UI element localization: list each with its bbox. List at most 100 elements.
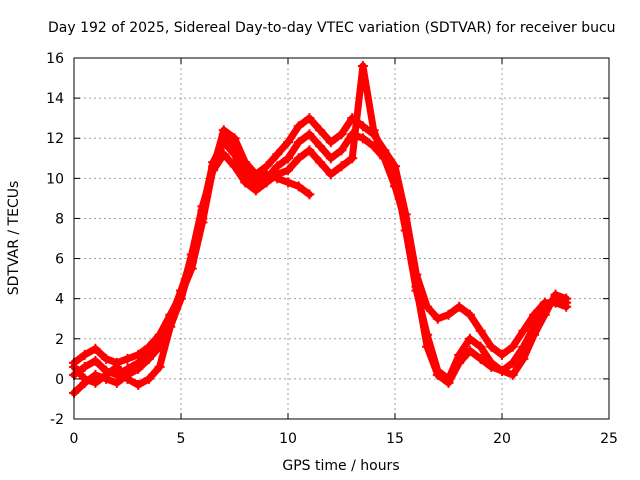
data-point-marker [229,161,240,172]
data-point-marker [122,373,133,384]
data-point-marker [304,145,315,156]
data-point-marker [550,289,561,300]
data-point-marker [390,181,400,192]
data-point-marker [507,341,518,352]
data-point-marker [475,353,486,364]
data-point-marker [143,373,154,384]
y-axis-label: SDTVAR / TECUs [6,181,22,296]
data-point-marker [272,149,283,160]
data-point-marker [400,217,411,228]
data-point-marker [475,341,486,352]
data-point-marker [529,329,540,340]
x-tick-label: 15 [386,431,404,447]
data-point-marker [347,153,358,164]
data-point-marker [464,309,475,320]
data-point-marker [133,379,144,390]
x-tick-label: 25 [600,431,618,447]
data-point-marker [443,309,454,320]
grid-lines [74,58,609,419]
y-tick-label: 16 [46,51,64,67]
data-point-marker [518,325,529,336]
data-point-marker [315,141,326,152]
data-point-marker [154,361,165,372]
data-point-marker [218,129,229,140]
data-point-marker [325,137,336,148]
data-point-marker [464,345,475,356]
data-point-marker [497,349,507,360]
data-point-marker [325,153,336,164]
x-tick-label: 5 [177,431,186,447]
data-point-marker [486,361,497,372]
data-point-marker [240,165,251,176]
data-point-marker [432,369,443,380]
data-point-marker [368,125,379,136]
data-point-marker [293,153,304,164]
y-tick-label: 2 [55,332,64,348]
data-point-marker [422,341,433,352]
data-point-marker [315,125,326,136]
data-point-marker [443,377,454,388]
data-point-marker [165,321,176,332]
data-point-marker [304,189,315,200]
data-point-marker [229,145,240,156]
data-point-marker [283,177,293,188]
data-point-marker [315,157,326,168]
data-point-marker [518,353,529,364]
data-point-marker [208,161,219,172]
data-point-marker [240,177,251,188]
data-point-marker [122,353,133,364]
data-point-marker [432,313,443,324]
data-point-marker [250,173,261,184]
data-point-marker [283,153,293,164]
data-point-marker [143,353,154,364]
data-point-marker [79,349,90,360]
y-tick-label: 6 [55,252,64,268]
data-point-marker [379,153,390,164]
data-point-marker [293,121,304,132]
data-point-marker [336,161,347,172]
data-point-marker [539,309,550,320]
y-tick-label: 14 [46,91,64,107]
data-point-marker [283,165,293,176]
data-point-marker [561,293,572,304]
data-point-marker [186,257,197,268]
data-point-marker [272,173,283,184]
data-point-marker [464,333,475,344]
data-point-marker [497,365,507,376]
chart-title: Day 192 of 2025, Sidereal Day-to-day VTE… [48,20,616,36]
data-point-marker [336,129,347,140]
x-axis-label: GPS time / hours [282,458,399,474]
data-point-marker [336,145,347,156]
data-point-marker [133,363,144,374]
x-tick-label: 0 [70,431,79,447]
data-point-marker [111,361,122,372]
data-point-marker [261,169,272,180]
data-point-marker [304,113,315,124]
data-point-marker [486,341,497,352]
data-point-marker [197,213,208,224]
data-point-marker [101,353,112,364]
data-point-marker [111,377,122,388]
plot-frame [73,57,610,420]
data-point-marker [357,121,368,132]
y-tick-label: 12 [46,131,64,147]
data-point-marker [411,281,422,292]
data-point-marker [507,369,518,380]
data-point-marker [454,357,465,368]
data-point-marker [357,133,368,144]
y-tick-label: 8 [55,211,64,227]
data-point-marker [325,169,336,180]
data-point-marker [176,293,186,304]
data-point-marker [90,355,101,366]
y-tick-label: -2 [50,412,64,428]
x-axis-ticks: 0 5 10 15 20 25 [70,58,618,447]
data-point-marker [293,181,304,192]
data-point-marker [283,137,293,148]
data-point-marker [454,301,465,312]
x-tick-label: 10 [279,431,297,447]
data-point-marker [90,377,101,388]
y-tick-label: 10 [46,171,64,187]
data-point-marker [101,369,112,380]
x-tick-label: 20 [493,431,511,447]
